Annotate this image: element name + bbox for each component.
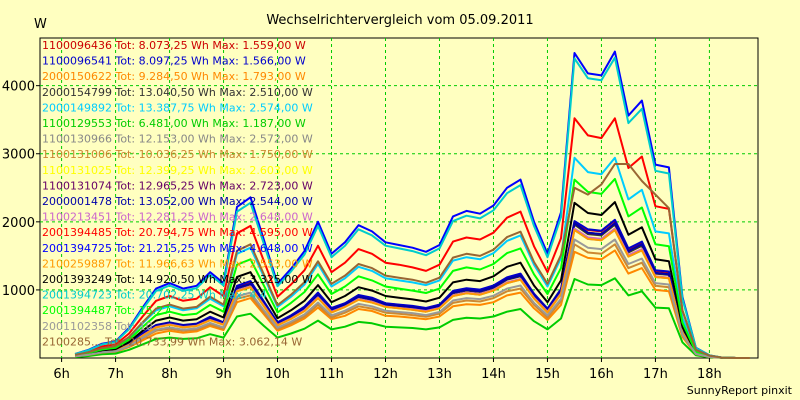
y-tick-label: 2000 bbox=[2, 216, 35, 231]
x-axis-ticks: 6h 7h 8h 9h 10h 11h 12h 13h 14h 15h 16h 17h 18h bbox=[53, 358, 722, 382]
y-axis-ticks: 1000 2000 3000 4000 bbox=[2, 80, 40, 299]
x-tick-label: 16h bbox=[589, 367, 614, 382]
y-axis-label: W bbox=[34, 17, 47, 32]
x-tick-label: 10h bbox=[265, 367, 290, 382]
legend-entry: 2001394485 Tot: 20.794,75 Wh Max: 4.595,… bbox=[42, 226, 313, 239]
series-line-20 bbox=[74, 163, 750, 359]
y-tick-label: 4000 bbox=[2, 80, 35, 95]
legend-entry: 1100131006 Tot: 10.036,25 Wh Max: 1.750,… bbox=[42, 148, 313, 161]
series-line-15 bbox=[74, 229, 750, 359]
x-tick-label: 9h bbox=[215, 367, 232, 382]
legend: 1100096436 Tot: 8.073,25 Wh Max: 1.559,0… bbox=[42, 39, 313, 348]
legend-entry: 2000150622 Tot: 9.284,50 Wh Max: 1.793,0… bbox=[42, 70, 306, 83]
legend-entry: 2001394487 Tot: 15.27 bbox=[42, 304, 170, 317]
series-line-13 bbox=[74, 117, 750, 359]
x-tick-label: 17h bbox=[643, 367, 668, 382]
series-line-19 bbox=[74, 238, 750, 359]
chart-footer: SunnyReport pinxit bbox=[687, 384, 793, 397]
x-tick-label: 15h bbox=[535, 367, 560, 382]
series-line-17 bbox=[74, 56, 750, 359]
x-tick-label: 8h bbox=[161, 367, 178, 382]
x-tick-label: 6h bbox=[53, 367, 70, 382]
legend-entry: 1100130966 Tot: 12.153,00 Wh Max: 2.572,… bbox=[42, 133, 313, 146]
legend-entry: 2001393249 Tot: 14.920,50 Wh Max: 3.325,… bbox=[42, 273, 313, 286]
x-tick-label: 12h bbox=[373, 367, 398, 382]
series-line-16 bbox=[74, 201, 750, 359]
legend-entry: 1100213451 Tot: 12.281,25 Wh Max: 2.648,… bbox=[42, 211, 313, 224]
series-line-3 bbox=[75, 249, 750, 359]
legend-entry: 2000149892 Tot: 13.387,75 Wh Max: 2.574,… bbox=[42, 101, 313, 114]
legend-entry: 2001102358 Tot: 10. bbox=[42, 320, 156, 333]
series-line-5 bbox=[74, 156, 750, 359]
series-line-14 bbox=[74, 50, 750, 359]
series-line-18 bbox=[74, 177, 750, 359]
y-tick-label: 1000 bbox=[2, 284, 35, 299]
legend-entry: 1100131025 Tot: 12.399,25 Wh Max: 2.603,… bbox=[42, 164, 313, 177]
legend-entry: 2100285... Tot: 20.733,99 Wh Max: 3.062,… bbox=[42, 335, 302, 348]
x-tick-label: 14h bbox=[481, 367, 506, 382]
legend-entry: 2000001478 Tot: 13.052,00 Wh Max: 2.544,… bbox=[42, 195, 313, 208]
series-line-8 bbox=[74, 243, 750, 359]
legend-entry: 1100096541 Tot: 8.097,25 Wh Max: 1.566,0… bbox=[42, 55, 306, 68]
series-line-6 bbox=[75, 277, 750, 359]
legend-entry: 2100259887 Tot: 11.966,63 Wh Max: 2.553,… bbox=[42, 257, 313, 270]
legend-entry: 2001394725 Tot: 21.215,25 Wh Max: 4.648,… bbox=[42, 242, 313, 255]
legend-entry: 2001394723 Tot: 20.702,25 Wh Max: 4.4 bbox=[42, 289, 267, 302]
x-tick-label: 11h bbox=[319, 367, 344, 382]
x-tick-label: 7h bbox=[107, 367, 124, 382]
x-tick-label: 18h bbox=[697, 367, 722, 382]
series-lines bbox=[74, 50, 750, 359]
legend-entry: 1100131074 Tot: 12.965,25 Wh Max: 2.723,… bbox=[42, 179, 313, 192]
series-line-11 bbox=[74, 222, 750, 359]
legend-entry: 2000154799 Tot: 13.040,50 Wh Max: 2.510,… bbox=[42, 86, 313, 99]
legend-entry: 1100096436 Tot: 8.073,25 Wh Max: 1.559,0… bbox=[42, 39, 306, 52]
x-tick-label: 13h bbox=[427, 367, 452, 382]
chart-title: Wechselrichtervergleich vom 05.09.2011 bbox=[266, 13, 533, 28]
legend-entry: 1100129553 Tot: 6.481,00 Wh Max: 1.187,0… bbox=[42, 117, 306, 130]
y-tick-label: 3000 bbox=[2, 148, 35, 163]
